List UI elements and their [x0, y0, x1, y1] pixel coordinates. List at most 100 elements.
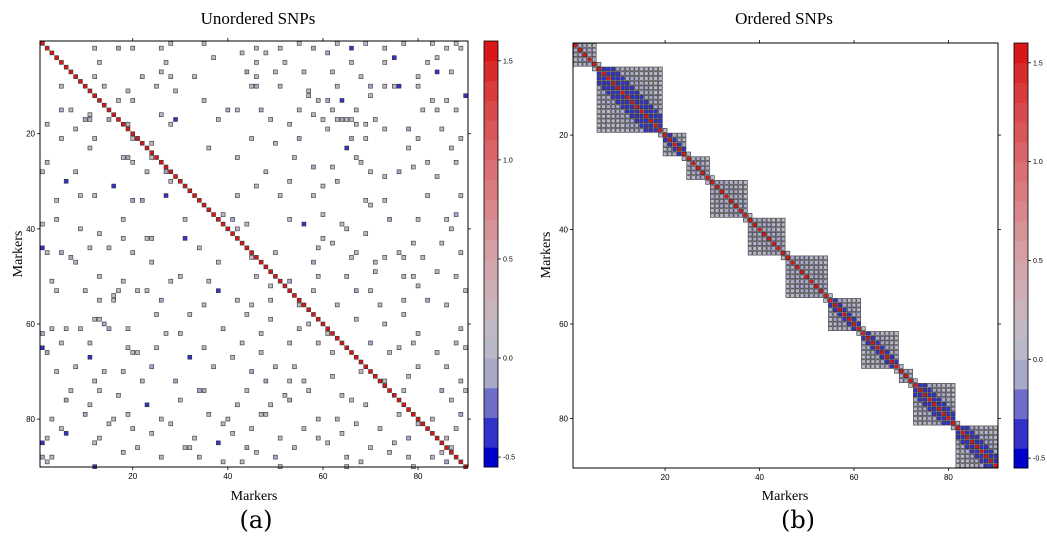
- heatmap-cell: [861, 354, 866, 360]
- heatmap-cell: [577, 47, 583, 53]
- heatmap-cell: [752, 227, 758, 232]
- heatmap-cell: [936, 420, 942, 426]
- heatmap-cell: [158, 45, 164, 51]
- heatmap-cell: [870, 345, 876, 350]
- heatmap-cell: [615, 123, 621, 128]
- heatmap-cell: [44, 350, 50, 355]
- heatmap-cell: [790, 260, 795, 265]
- heatmap-cell: [950, 420, 956, 426]
- heatmap-cell: [634, 123, 640, 128]
- heatmap-cell: [946, 383, 951, 388]
- colorbar-tick-label: 0.0: [1033, 357, 1043, 364]
- y-tick-label: 60: [26, 320, 35, 329]
- heatmap-cell: [941, 420, 946, 426]
- heatmap-cell: [927, 416, 932, 421]
- heatmap-cell: [125, 121, 131, 127]
- heatmap-cell: [894, 331, 899, 336]
- heatmap-cell: [411, 274, 416, 279]
- heatmap-cell: [216, 117, 221, 122]
- heatmap-cell: [382, 255, 388, 260]
- heatmap-cell: [610, 128, 616, 133]
- heatmap-cell: [823, 274, 828, 280]
- heatmap-cell: [415, 416, 421, 422]
- heatmap-cell: [125, 326, 131, 331]
- heatmap-cell: [596, 71, 602, 76]
- heatmap-cell: [639, 123, 644, 128]
- heatmap-cell: [601, 113, 606, 119]
- heatmap-cell: [178, 179, 183, 184]
- heatmap-cell: [818, 260, 824, 265]
- heatmap-cell: [960, 444, 965, 450]
- heatmap-cell: [368, 288, 373, 293]
- heatmap-cell: [875, 335, 880, 341]
- heatmap-cell: [809, 269, 814, 275]
- heatmap-cell: [950, 392, 956, 398]
- heatmap-cell: [662, 146, 668, 152]
- heatmap-cell: [149, 431, 155, 436]
- heatmap-cell: [444, 364, 449, 370]
- heatmap-cell: [686, 175, 691, 180]
- heatmap-cell: [799, 279, 805, 284]
- heatmap-cell: [73, 364, 78, 370]
- heatmap-cell: [634, 104, 640, 110]
- heatmap-cell: [330, 331, 335, 336]
- heatmap-cell: [325, 440, 330, 446]
- heatmap-cell: [73, 259, 78, 265]
- heatmap-cell: [776, 246, 781, 251]
- heatmap-cell: [974, 425, 980, 431]
- heatmap-cell: [643, 80, 649, 86]
- heatmap-cell: [301, 426, 307, 431]
- heatmap-cell: [639, 95, 644, 100]
- heatmap-cell: [861, 359, 866, 365]
- heatmap-cell: [813, 255, 819, 261]
- heatmap-ordered: Ordered SNPs 20 20 40 40 60 60 80 80 Markers Ma…: [539, 9, 1045, 504]
- heatmap-cell: [629, 66, 635, 72]
- heatmap-cell: [54, 288, 59, 293]
- heatmap-cell: [662, 132, 668, 138]
- heatmap-cell: [884, 364, 890, 369]
- heatmap-cell: [842, 326, 847, 331]
- heatmap-cell: [988, 444, 994, 450]
- heatmap-cell: [610, 123, 616, 128]
- heatmap-cell: [643, 85, 649, 91]
- heatmap-cell: [453, 159, 459, 165]
- heatmap-cell: [130, 131, 136, 137]
- heatmap-cell: [82, 288, 88, 293]
- heatmap-cell: [710, 198, 715, 204]
- heatmap-cell: [434, 55, 440, 60]
- heatmap-cell: [73, 126, 78, 132]
- heatmap-cell: [458, 459, 464, 465]
- heatmap-cell: [334, 41, 340, 46]
- heatmap-cell: [667, 137, 673, 143]
- heatmap-cell: [884, 359, 890, 365]
- heatmap-cell: [601, 76, 606, 81]
- heatmap-cell: [625, 95, 630, 100]
- heatmap-cell: [771, 241, 776, 246]
- heatmap-cell: [875, 340, 880, 346]
- heatmap-cell: [444, 45, 449, 51]
- heatmap-cell: [439, 126, 445, 132]
- heatmap-cell: [382, 126, 388, 132]
- heatmap-cell: [681, 137, 687, 143]
- heatmap-cell: [620, 80, 625, 86]
- heatmap-cell: [828, 307, 833, 313]
- heatmap-cell: [799, 269, 805, 275]
- heatmap-cell: [615, 118, 621, 124]
- heatmap-cell: [458, 45, 464, 51]
- heatmap-cell: [941, 416, 946, 421]
- heatmap-cell: [658, 80, 663, 86]
- heatmap-cell: [979, 458, 984, 464]
- heatmap-cell: [880, 340, 885, 346]
- heatmap-cell: [955, 449, 961, 454]
- heatmap-cell: [752, 250, 758, 256]
- heatmap-cell: [353, 107, 359, 113]
- heatmap-cell: [648, 90, 654, 95]
- heatmap-cell: [639, 109, 644, 114]
- heatmap-cell: [965, 444, 970, 450]
- colorbar-band-2: [1014, 388, 1028, 420]
- heatmap-cell: [73, 74, 78, 79]
- heatmap-cell: [969, 463, 975, 468]
- heatmap-cell: [922, 406, 928, 412]
- heatmap-cell: [719, 213, 725, 218]
- heatmap-cell: [710, 208, 715, 213]
